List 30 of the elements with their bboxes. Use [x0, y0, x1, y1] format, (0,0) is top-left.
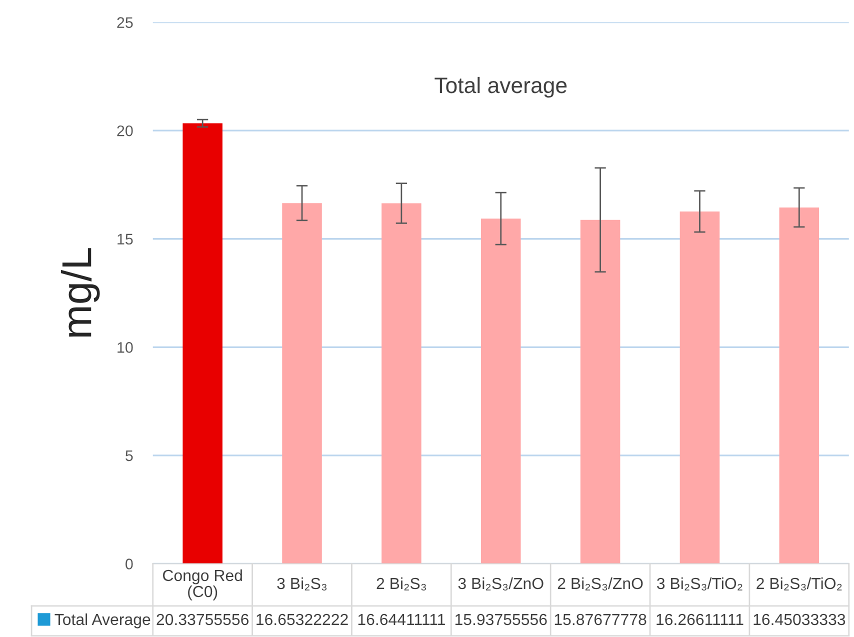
bar: [779, 207, 820, 564]
x-tick-label: 2 Bi₂S₃/ZnO: [558, 577, 643, 590]
x-tick-label: 2 Bi₂S₃/TiO₂: [756, 577, 842, 590]
x-tick-label: 3 Bi₂S₃/TiO₂: [657, 577, 742, 590]
y-tick-label: 10: [118, 342, 133, 353]
bar: [182, 123, 222, 564]
y-tick-label: 25: [117, 17, 133, 28]
y-tick-label: 15: [118, 234, 133, 245]
data-label: 16.45033333: [754, 614, 846, 626]
x-tick-label: 3 Bi₂S₃/ZnO: [458, 577, 544, 590]
x-tick-label: 2 Bi₂S₃: [376, 577, 426, 590]
data-label: 15.87677778: [554, 614, 646, 626]
data-label: 20.33755556: [156, 614, 249, 626]
data-label: 16.64411111: [358, 614, 445, 626]
bar: [680, 211, 720, 564]
x-tick-label: 3 Bi₂S₃: [277, 577, 327, 590]
bar: [480, 218, 521, 564]
x-tick-label: Congo Red (C0): [162, 569, 242, 600]
data-label: 16.26611111: [656, 614, 744, 626]
y-tick-label: 20: [117, 125, 133, 136]
text: Total Average: [54, 613, 150, 628]
bar: [282, 203, 322, 564]
bar: [382, 203, 422, 564]
y-tick-label: 0: [126, 558, 133, 570]
bar: [580, 220, 620, 564]
y-axis-title: mg/L: [60, 248, 100, 337]
y-tick-label: 5: [126, 450, 133, 462]
data-label: 16.65322222: [256, 614, 348, 626]
data-label: 15.93755556: [455, 614, 547, 626]
text: Total average: [434, 76, 567, 98]
